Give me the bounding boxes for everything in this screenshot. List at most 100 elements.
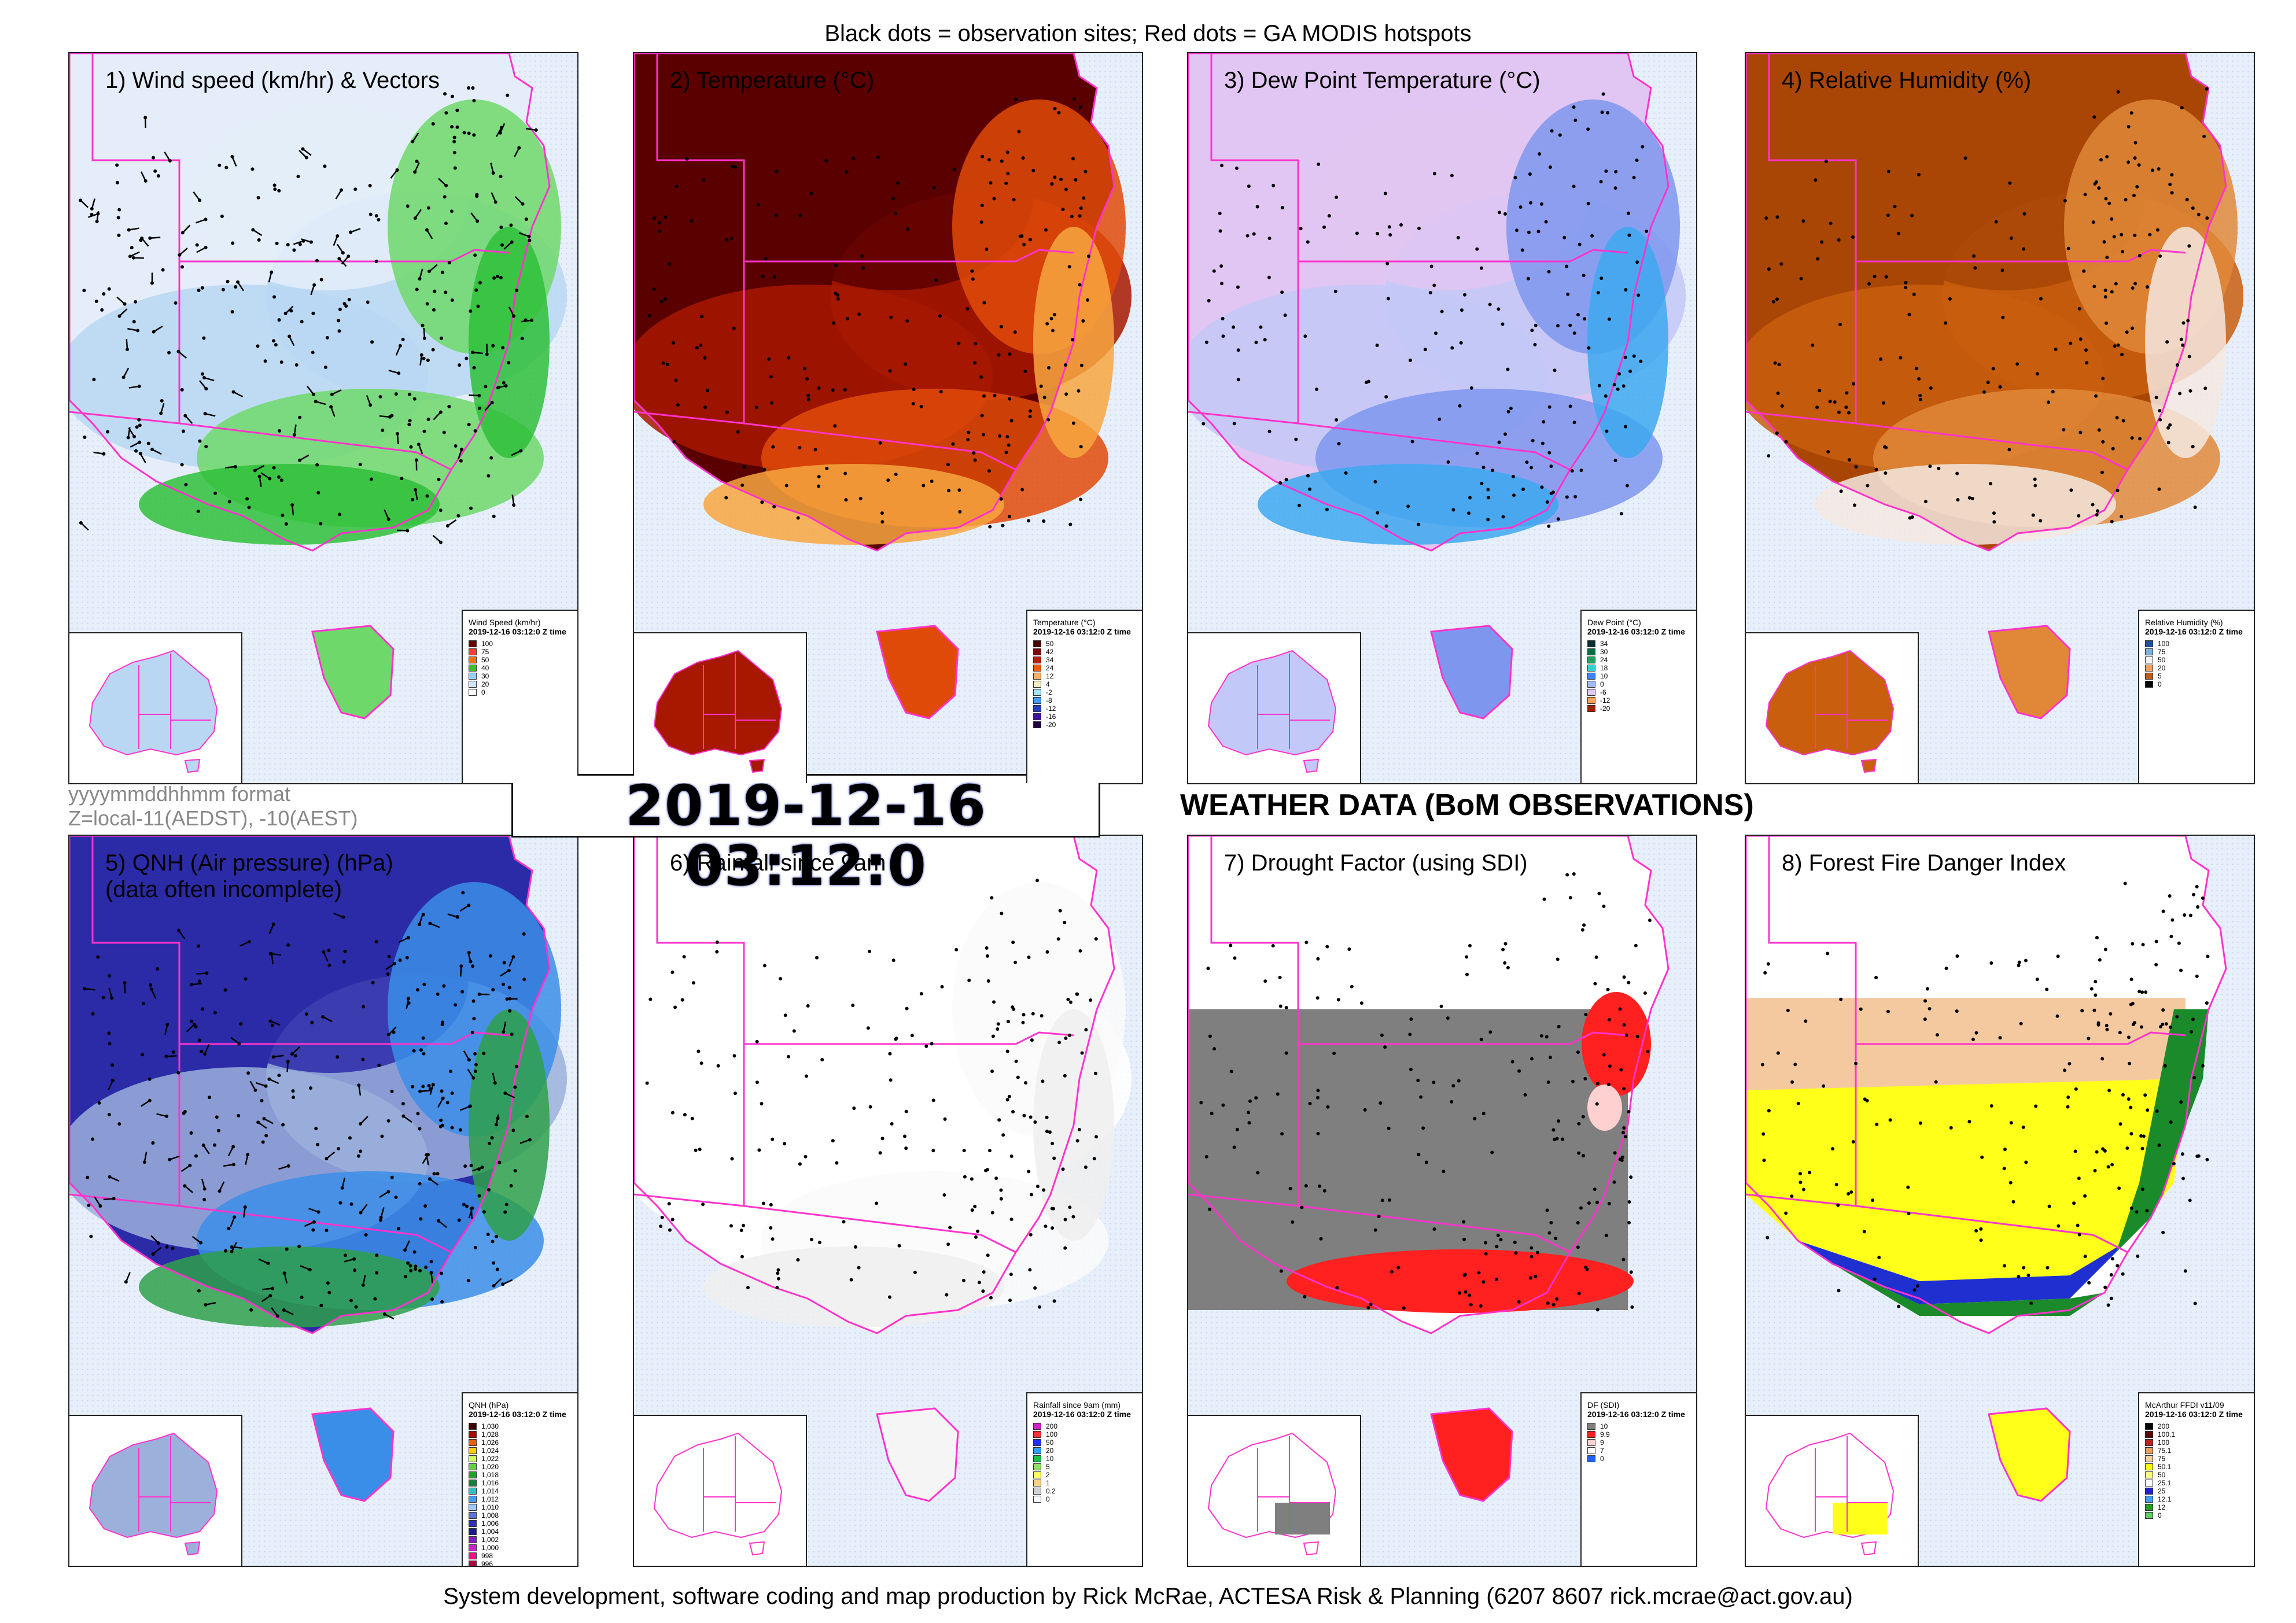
legend-label: 10 bbox=[1046, 1455, 1054, 1463]
legend-entry: 20 bbox=[469, 680, 574, 688]
legend-label: 50.1 bbox=[2158, 1463, 2172, 1471]
legend-entry: 75 bbox=[2145, 1455, 2250, 1463]
legend-label: 0 bbox=[2158, 680, 2162, 688]
legend-entry: 9.9 bbox=[1587, 1430, 1693, 1438]
legend-swatch bbox=[469, 1520, 477, 1527]
map-canvas bbox=[1746, 53, 2243, 720]
legend-swatch bbox=[469, 681, 477, 688]
legend-entry: 12.1 bbox=[2145, 1495, 2250, 1503]
legend-label: 50 bbox=[1046, 1438, 1054, 1447]
panel-rainfall[interactable]: 6) Rainfall since 9am Rainfall since 9am… bbox=[633, 835, 1143, 1567]
legend-swatch bbox=[1033, 1439, 1041, 1446]
legend-swatch bbox=[469, 1528, 477, 1535]
legend-label: 100 bbox=[1046, 1430, 1058, 1438]
panel-title: 6) Rainfall since 9am bbox=[670, 850, 886, 876]
legend-label: 0 bbox=[1600, 1455, 1604, 1463]
legend-swatch bbox=[469, 673, 477, 680]
legend-swatch bbox=[469, 689, 477, 696]
legend-time: 2019-12-16 03:12:0 Z time bbox=[2145, 1410, 2243, 1419]
legend-swatch bbox=[469, 1561, 477, 1566]
legend-swatch bbox=[1033, 689, 1041, 696]
legend-entry: 2 bbox=[1033, 1471, 1138, 1479]
format-note-line1: yyyymmddhhmm format bbox=[68, 782, 291, 806]
legend-entry: 10 bbox=[1587, 672, 1693, 680]
legend-entry: 200 bbox=[1033, 1422, 1138, 1430]
legend-entry: 50 bbox=[1033, 1438, 1138, 1447]
legend-entry: 12 bbox=[2145, 1503, 2250, 1511]
legend-swatch bbox=[469, 1552, 477, 1559]
legend-swatch bbox=[1033, 1488, 1041, 1495]
panel-qnh-pressure[interactable]: 5) QNH (Air pressure) (hPa) (data often … bbox=[68, 835, 578, 1567]
map-legend: DF (SDI) 2019-12-16 03:12:0 Z time 10 9.9 9 7… bbox=[1580, 1392, 1696, 1566]
legend-label: -2 bbox=[1046, 688, 1052, 696]
legend-entry: 4 bbox=[1033, 680, 1138, 688]
australia-inset-map bbox=[1188, 1415, 1361, 1566]
legend-label: 75 bbox=[481, 648, 489, 656]
map-canvas bbox=[1188, 53, 1686, 720]
legend-label: 34 bbox=[1600, 640, 1608, 648]
legend-swatch bbox=[1587, 1431, 1595, 1438]
legend-entry: 1,030 bbox=[469, 1422, 574, 1430]
legend-swatch bbox=[2145, 1463, 2153, 1470]
legend-entry: 50 bbox=[469, 656, 574, 664]
legend-label: 10 bbox=[1600, 1422, 1608, 1430]
legend-entry: 100 bbox=[1033, 1430, 1138, 1438]
legend-entry: -12 bbox=[1033, 704, 1138, 713]
legend-entry: 75 bbox=[2145, 648, 2250, 656]
legend-entry: 50 bbox=[2145, 656, 2250, 664]
legend-label: 7 bbox=[1600, 1447, 1604, 1455]
legend-title: Rainfall since 9am (mm) bbox=[1033, 1400, 1121, 1410]
australia-inset-map bbox=[1188, 632, 1361, 783]
legend-swatch bbox=[2145, 673, 2153, 680]
legend-label: 50 bbox=[2158, 1471, 2166, 1479]
legend-label: 1,008 bbox=[481, 1511, 499, 1519]
legend-entry: 7 bbox=[1587, 1447, 1693, 1455]
panel-dew-point[interactable]: 3) Dew Point Temperature (°C) Dew Point … bbox=[1187, 52, 1697, 784]
legend-label: 50 bbox=[1046, 640, 1054, 648]
legend-label: 20 bbox=[481, 680, 489, 688]
legend-entry: 0.2 bbox=[1033, 1487, 1138, 1495]
legend-title: Dew Point (°C) bbox=[1587, 618, 1641, 627]
legend-time: 2019-12-16 03:12:0 Z time bbox=[1033, 627, 1131, 636]
legend-label: 100 bbox=[2158, 640, 2170, 648]
panel-temperature[interactable]: 2) Temperature (°C) Temperature (°C) 2019… bbox=[633, 52, 1143, 784]
legend-swatch bbox=[1033, 673, 1041, 680]
map-canvas bbox=[69, 836, 567, 1502]
legend-swatch bbox=[1587, 648, 1595, 655]
panel-relative-humidity[interactable]: 4) Relative Humidity (%) Relative Humidi… bbox=[1745, 52, 2255, 784]
legend-swatch bbox=[469, 1512, 477, 1519]
legend-label: 1,014 bbox=[481, 1487, 499, 1495]
legend-swatch bbox=[469, 1463, 477, 1470]
legend-swatch bbox=[469, 1455, 477, 1462]
legend-entry: 1,002 bbox=[469, 1536, 574, 1544]
legend-entry: 1,006 bbox=[469, 1519, 574, 1528]
legend-swatch bbox=[469, 1488, 477, 1495]
legend-label: 1,016 bbox=[481, 1479, 499, 1487]
legend-label: 40 bbox=[481, 664, 489, 672]
legend-entry: 50 bbox=[2145, 1471, 2250, 1479]
legend-entry: 30 bbox=[469, 672, 574, 680]
legend-swatch bbox=[1587, 665, 1595, 672]
legend-entry: 0 bbox=[1587, 680, 1693, 688]
legend-label: 25.1 bbox=[2158, 1479, 2172, 1487]
legend-swatch bbox=[469, 665, 477, 672]
panel-wind-speed[interactable]: 1) Wind speed (km/hr) & Vectors Wind Spe… bbox=[68, 52, 578, 784]
legend-entry: 1,024 bbox=[469, 1447, 574, 1455]
legend-label: 0 bbox=[2158, 1511, 2162, 1519]
legend-swatch bbox=[469, 656, 477, 663]
legend-label: 1,024 bbox=[481, 1447, 499, 1455]
legend-swatch bbox=[469, 1496, 477, 1503]
legend-label: 75 bbox=[2158, 648, 2166, 656]
panel-ffdi[interactable]: 8) Forest Fire Danger Index McArthur FFD… bbox=[1745, 835, 2255, 1567]
panel-title: 3) Dew Point Temperature (°C) bbox=[1224, 68, 1541, 93]
legend-label: 1 bbox=[1046, 1479, 1050, 1487]
legend-swatch bbox=[1587, 1447, 1595, 1454]
panel-drought-factor[interactable]: 7) Drought Factor (using SDI) DF (SDI) 20… bbox=[1187, 835, 1697, 1567]
legend-swatch bbox=[469, 1504, 477, 1511]
legend-swatch bbox=[2145, 665, 2153, 672]
legend-swatch bbox=[469, 1423, 477, 1430]
map-legend: Wind Speed (km/hr) 2019-12-16 03:12:0 Z t… bbox=[462, 610, 577, 783]
legend-entry: 1,008 bbox=[469, 1511, 574, 1519]
legend-swatch bbox=[1033, 681, 1041, 688]
panel-title: 4) Relative Humidity (%) bbox=[1782, 68, 2032, 93]
